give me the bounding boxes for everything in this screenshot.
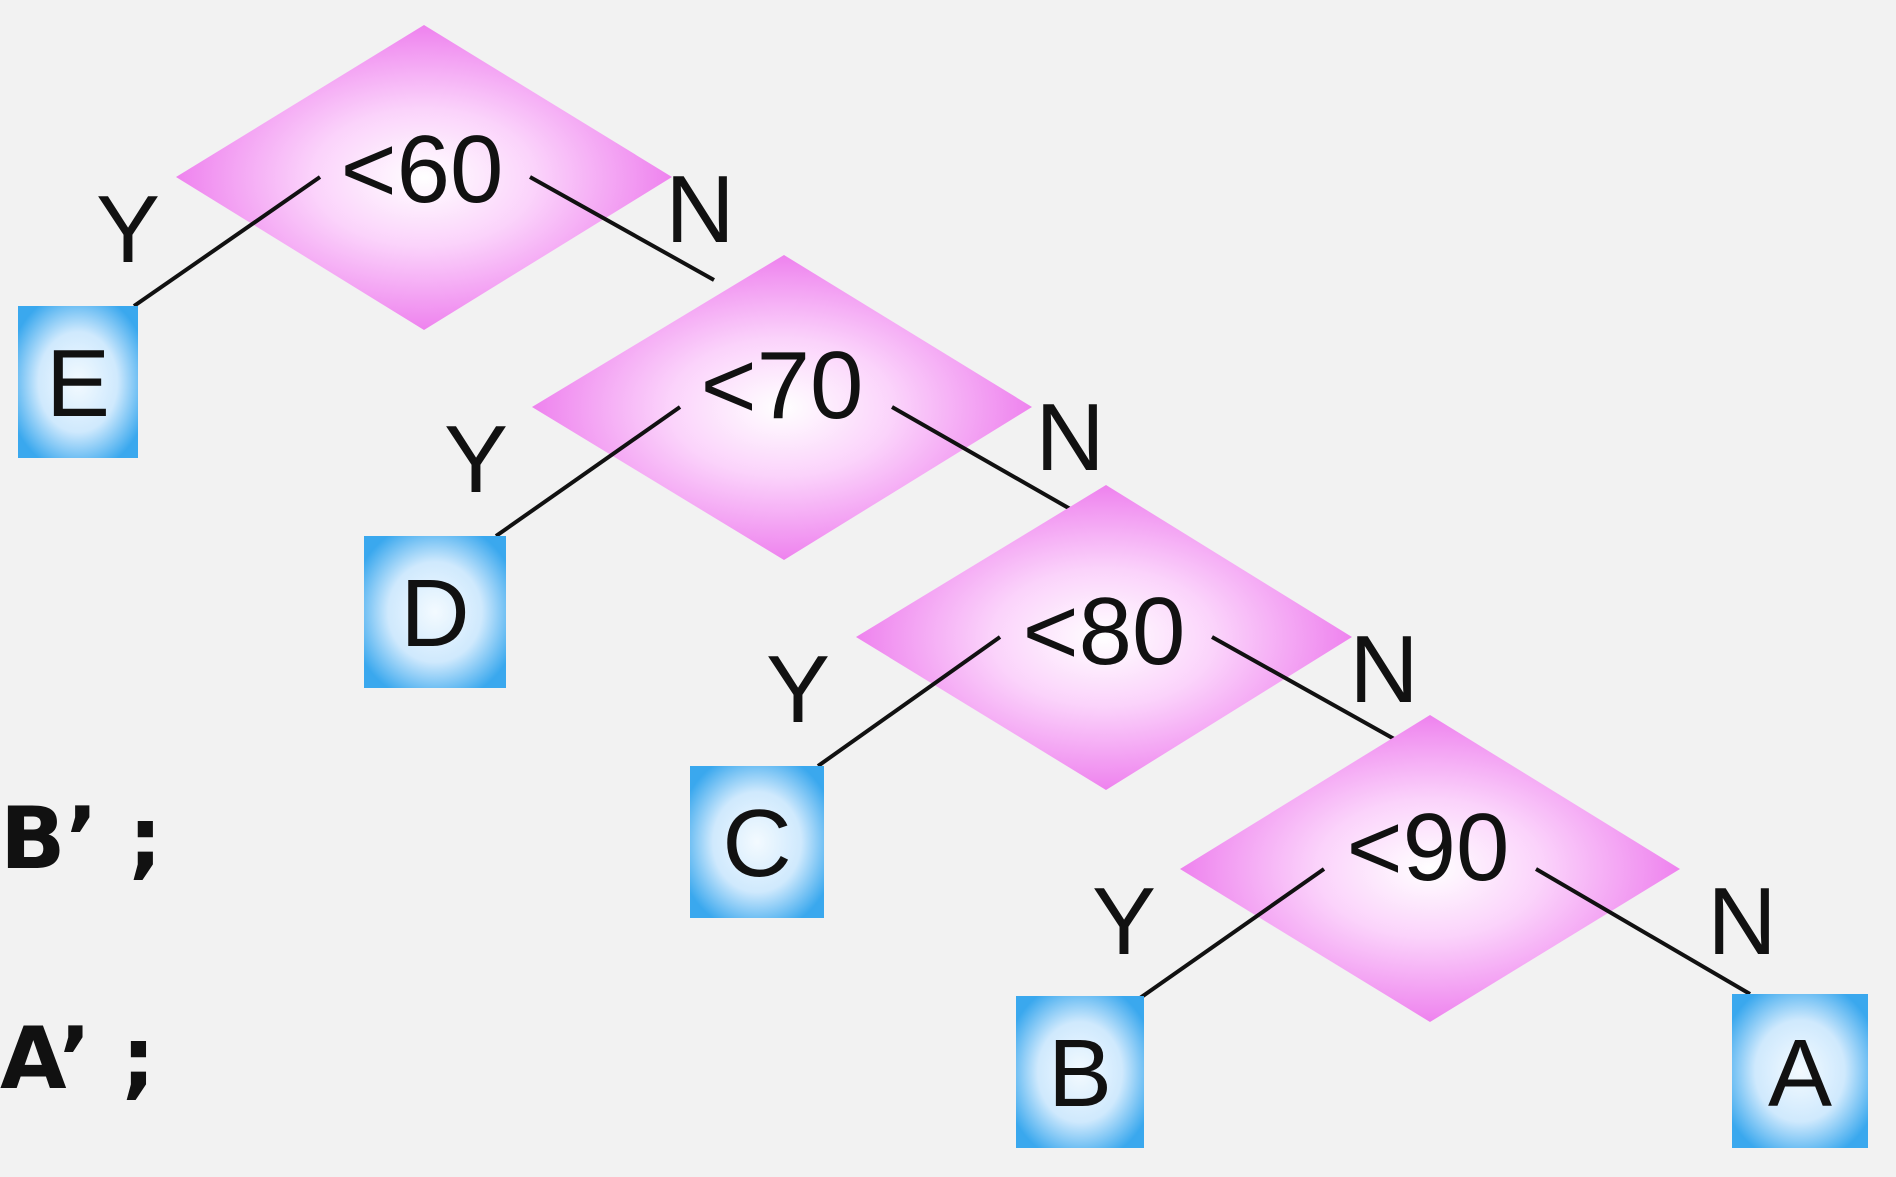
side-text-line-2: A’ ; (0, 1009, 156, 1109)
outcome-label: C (722, 790, 791, 897)
no-label: N (665, 156, 734, 263)
no-branch-line (1534, 867, 1752, 996)
outcome-box-b: B (1016, 996, 1144, 1148)
decision-diamond (1180, 715, 1680, 1022)
decision-diamond (532, 255, 1032, 560)
yes-label: Y (96, 176, 160, 283)
outcome-box (690, 766, 824, 918)
no-label: N (1707, 868, 1776, 975)
outcome-label: A (1768, 1020, 1832, 1127)
decision-label: <60 (341, 116, 504, 223)
outcome-box (1732, 994, 1868, 1148)
outcome-box (1016, 996, 1144, 1148)
yes-branch-line (816, 635, 1002, 768)
yes-label: Y (444, 406, 508, 513)
decision-diamond (176, 25, 672, 330)
no-branch-line (1211, 635, 1397, 742)
decision-node-90: <90 (1180, 715, 1680, 1022)
decision-node-60: <60 (176, 25, 672, 330)
yes-label: Y (1092, 868, 1156, 975)
yes-label: Y (766, 636, 830, 743)
decision-label: <80 (1023, 578, 1186, 685)
no-branch-line (529, 175, 715, 282)
no-label: N (1349, 616, 1418, 723)
outcome-box-c: C (690, 766, 824, 918)
outcome-label: B (1048, 1020, 1112, 1127)
yes-branch-line (132, 175, 322, 308)
side-text-line-1: B’ ; (0, 789, 163, 889)
outcome-label: E (46, 330, 110, 437)
decision-node-70: <70 (532, 255, 1032, 560)
outcome-box-a: A (1732, 994, 1868, 1148)
outcome-box (364, 536, 506, 688)
outcome-box-d: D (364, 536, 506, 688)
yes-branch-line (1138, 867, 1326, 1000)
decision-label: <90 (1347, 794, 1510, 901)
decision-label: <70 (701, 332, 864, 439)
outcome-box-e: E (18, 306, 138, 458)
yes-branch-line (494, 405, 682, 538)
outcome-box (18, 306, 138, 458)
decision-diamond (856, 485, 1352, 790)
decision-node-80: <80 (856, 485, 1352, 790)
outcome-label: D (400, 560, 469, 667)
no-label: N (1035, 384, 1104, 491)
no-branch-line (891, 405, 1073, 512)
